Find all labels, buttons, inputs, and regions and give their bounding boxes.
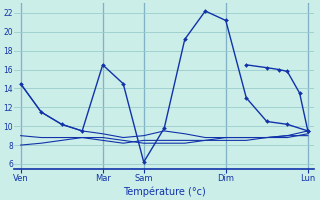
X-axis label: Température (°c): Température (°c) [123,186,206,197]
